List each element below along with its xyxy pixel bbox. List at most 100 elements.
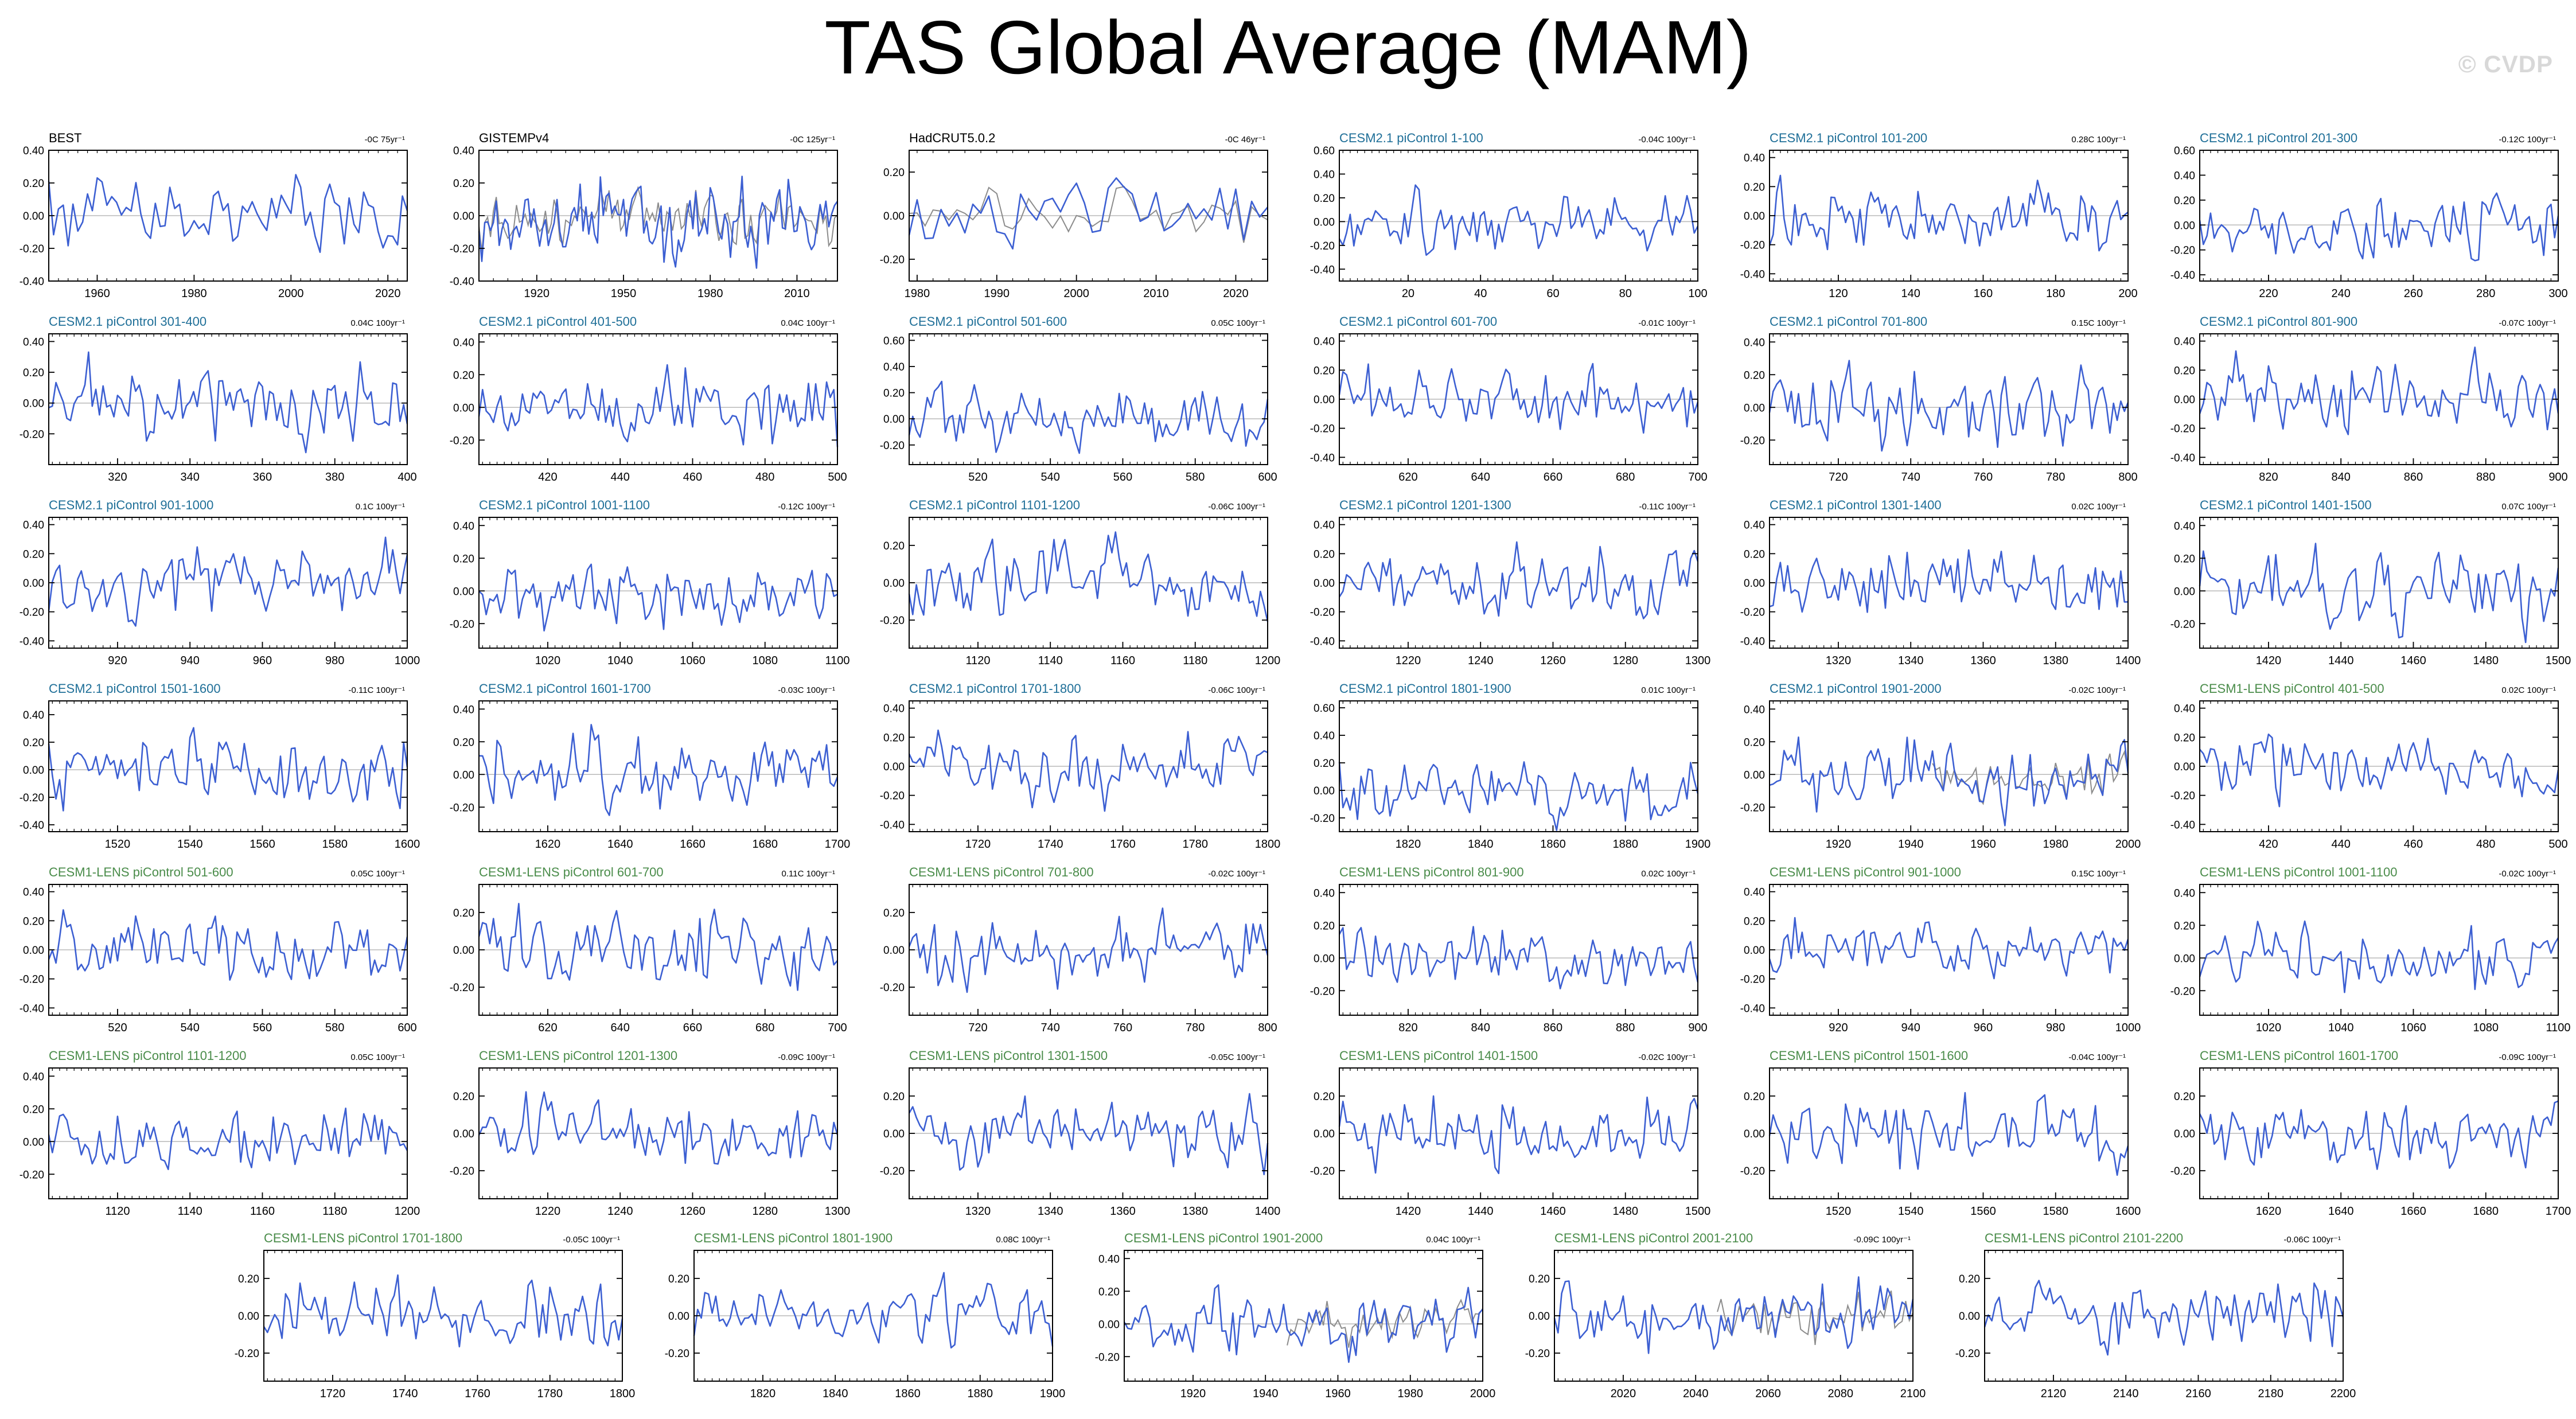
y-tick-label: -0.20 <box>880 982 905 994</box>
series-line <box>2199 1100 2559 1170</box>
panel-trend: -0.07C 100yr⁻¹ <box>2499 318 2556 328</box>
x-tick-label: 800 <box>1258 1022 1277 1034</box>
panel-40: CESM1-LENS piControl 2001-2100 -0.09C 100… <box>1525 1231 1926 1400</box>
x-tick-label: 1280 <box>1612 654 1638 667</box>
y-tick-label: 0.00 <box>1744 210 1765 223</box>
panel-28: CESM1-LENS piControl 801-900 0.02C 100yr⁻… <box>1310 865 1708 1034</box>
y-tick-label: 0.00 <box>1098 1319 1120 1331</box>
panel-title: CESM2.1 piControl 1301-1400 <box>1770 498 1942 512</box>
series-line <box>2199 543 2559 644</box>
panel-26: CESM1-LENS piControl 601-700 0.11C 100yr⁻… <box>450 865 847 1034</box>
y-tick-label: 0.20 <box>23 178 44 190</box>
x-tick-label: 1660 <box>2400 1205 2426 1218</box>
x-tick-label: 1600 <box>395 838 420 851</box>
x-tick-label: 1960 <box>84 287 110 300</box>
y-tick-label: 0.40 <box>23 336 44 348</box>
y-tick-label: -0.20 <box>2170 790 2195 802</box>
panel-trend: -0.09C 100yr⁻¹ <box>2499 1052 2556 1062</box>
panel-17: CESM2.1 piControl 1301-1400 0.02C 100yr⁻¹… <box>1740 498 2141 667</box>
series-line <box>478 724 839 816</box>
panel-37: CESM1-LENS piControl 1701-1800 -0.05C 100… <box>235 1231 636 1400</box>
panel-title: CESM1-LENS piControl 1601-1700 <box>2200 1048 2398 1063</box>
panel-title: CESM2.1 piControl 401-500 <box>479 314 637 329</box>
panel-8: CESM2.1 piControl 401-500 0.04C 100yr⁻¹ 42… <box>450 314 847 484</box>
panel-title: CESM2.1 piControl 1701-1800 <box>909 681 1081 696</box>
x-tick-label: 2000 <box>278 287 304 300</box>
panel-title: CESM2.1 piControl 901-1000 <box>49 498 213 512</box>
x-tick-label: 1060 <box>2400 1022 2426 1034</box>
x-tick-label: 520 <box>108 1022 127 1034</box>
x-tick-label: 1960 <box>1325 1387 1351 1400</box>
series-line <box>48 536 408 627</box>
y-tick-label: 0.40 <box>2174 520 2195 532</box>
panel-title: BEST <box>49 131 81 145</box>
x-tick-label: 1960 <box>1970 838 1996 851</box>
panel-22: CESM2.1 piControl 1801-1900 0.01C 100yr⁻¹… <box>1310 681 1711 851</box>
x-tick-label: 1420 <box>2256 654 2282 667</box>
y-tick-label: 0.40 <box>453 145 474 157</box>
panel-frame <box>48 1067 408 1199</box>
panel-trend: -0.02C 100yr⁻¹ <box>1208 869 1265 879</box>
x-tick-label: 440 <box>2332 838 2351 851</box>
y-tick-label: 0.20 <box>2174 365 2195 377</box>
y-tick-label: -0.20 <box>1740 974 1765 986</box>
y-tick-label: 0.40 <box>23 887 44 899</box>
panel-trend: 0.04C 100yr⁻¹ <box>781 318 835 328</box>
panel-trend: -0.06C 100yr⁻¹ <box>1208 685 1265 695</box>
panel-frame <box>1769 700 2129 832</box>
x-tick-label: 840 <box>2332 471 2351 484</box>
panel-title: CESM2.1 piControl 201-300 <box>2200 131 2357 145</box>
y-tick-label: 0.00 <box>453 586 474 598</box>
y-tick-label: 0.60 <box>1314 703 1335 715</box>
x-tick-label: 700 <box>828 1022 847 1034</box>
x-tick-label: 460 <box>683 471 702 484</box>
y-tick-label: -0.20 <box>880 790 905 802</box>
y-tick-label: 0.00 <box>238 1311 259 1323</box>
x-tick-label: 880 <box>2476 471 2495 484</box>
x-tick-label: 1040 <box>607 654 633 667</box>
x-tick-label: 20 <box>1402 287 1414 300</box>
x-tick-label: 2010 <box>1143 287 1169 300</box>
y-tick-label: 0.00 <box>23 945 44 957</box>
y-tick-label: 0.20 <box>1744 736 1765 749</box>
x-tick-label: 880 <box>1616 1022 1635 1034</box>
panel-frame <box>1124 1250 1483 1382</box>
x-tick-label: 220 <box>2259 287 2278 300</box>
x-tick-label: 1460 <box>1540 1205 1566 1218</box>
x-tick-label: 540 <box>181 1022 200 1034</box>
panel-title: CESM2.1 piControl 801-900 <box>2200 314 2357 329</box>
x-tick-label: 1400 <box>2115 654 2141 667</box>
x-tick-label: 180 <box>2046 287 2065 300</box>
panel-12: CESM2.1 piControl 801-900 -0.07C 100yr⁻¹ 8… <box>2170 314 2568 484</box>
x-tick-label: 660 <box>683 1022 702 1034</box>
x-tick-label: 380 <box>325 471 344 484</box>
panel-title: CESM2.1 piControl 501-600 <box>909 314 1067 329</box>
x-tick-label: 1140 <box>178 1205 202 1218</box>
x-tick-label: 1340 <box>1038 1205 1063 1218</box>
x-tick-label: 2180 <box>2258 1387 2283 1400</box>
y-tick-label: 0.00 <box>453 945 474 957</box>
y-tick-label: -0.20 <box>1740 802 1765 814</box>
panel-30: CESM1-LENS piControl 1001-1100 -0.02C 100… <box>2170 865 2571 1034</box>
x-tick-label: 940 <box>181 654 200 667</box>
series-line <box>48 909 408 981</box>
x-tick-label: 800 <box>2118 471 2137 484</box>
x-tick-label: 560 <box>1113 471 1132 484</box>
x-tick-label: 2120 <box>2041 1387 2067 1400</box>
series-line <box>1338 184 1699 256</box>
y-tick-label: -0.40 <box>1310 264 1335 276</box>
y-tick-label: 0.40 <box>1314 730 1335 742</box>
y-tick-label: 0.40 <box>1744 704 1765 716</box>
panel-title: CESM1-LENS piControl 501-600 <box>49 865 233 879</box>
y-tick-label: 0.20 <box>883 1091 905 1103</box>
x-tick-label: 1120 <box>965 654 990 667</box>
series-line <box>908 531 1269 622</box>
x-tick-label: 1400 <box>1255 1205 1281 1218</box>
y-tick-label: -0.40 <box>20 820 44 832</box>
y-tick-label: 0.40 <box>1314 169 1335 181</box>
y-tick-label: 0.00 <box>883 414 905 426</box>
y-tick-label: -0.20 <box>20 607 44 619</box>
y-tick-label: -0.20 <box>20 243 44 255</box>
x-tick-label: 1840 <box>1468 838 1494 851</box>
